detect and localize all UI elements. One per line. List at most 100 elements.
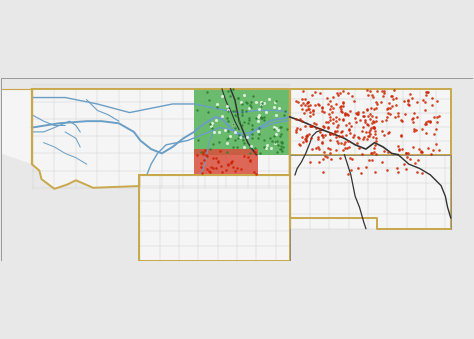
Point (325, 126, 332, 131)
Point (378, 159, 386, 165)
Point (337, 141, 345, 146)
Point (342, 132, 350, 137)
Point (326, 151, 334, 156)
Point (252, 171, 259, 176)
Point (320, 109, 328, 115)
Point (270, 133, 277, 139)
Point (373, 89, 381, 94)
Point (324, 120, 332, 125)
Point (292, 127, 300, 133)
Point (430, 131, 438, 137)
Point (302, 107, 310, 113)
Point (328, 110, 336, 115)
Point (345, 127, 352, 133)
Point (371, 106, 378, 112)
Point (332, 147, 339, 153)
Point (292, 129, 300, 134)
Point (380, 133, 388, 138)
Point (257, 114, 264, 120)
Point (321, 153, 328, 159)
Point (436, 113, 443, 119)
Point (368, 151, 375, 156)
Point (205, 97, 213, 103)
Point (294, 100, 302, 105)
Point (254, 114, 262, 120)
Point (319, 134, 327, 140)
Point (260, 137, 268, 143)
Point (369, 135, 377, 140)
Point (305, 131, 312, 136)
Point (422, 92, 429, 97)
Point (266, 136, 274, 141)
Point (213, 101, 220, 106)
Point (229, 121, 237, 126)
Point (297, 103, 305, 108)
Point (261, 117, 268, 123)
Point (326, 115, 333, 120)
Point (393, 165, 401, 171)
Point (296, 143, 304, 148)
Point (397, 133, 405, 138)
Point (417, 148, 425, 154)
Point (371, 143, 379, 148)
Point (292, 98, 300, 103)
Point (223, 140, 230, 145)
Point (406, 91, 413, 96)
Point (363, 136, 370, 142)
Point (312, 125, 319, 131)
Point (380, 148, 387, 154)
Point (214, 159, 221, 164)
Point (348, 157, 356, 162)
Point (335, 123, 342, 128)
Point (271, 99, 278, 105)
Point (238, 122, 246, 127)
Point (314, 136, 321, 141)
Point (329, 105, 337, 111)
Point (302, 138, 310, 144)
Point (251, 169, 258, 175)
Point (324, 101, 332, 106)
Point (207, 169, 214, 174)
Point (361, 119, 369, 124)
Point (238, 109, 246, 115)
Point (395, 147, 403, 152)
Polygon shape (290, 155, 451, 228)
Point (418, 126, 425, 132)
Point (404, 101, 411, 107)
Point (322, 120, 330, 125)
Point (356, 145, 363, 151)
Point (334, 92, 341, 97)
Point (358, 151, 365, 156)
Point (237, 99, 245, 104)
Point (268, 138, 276, 143)
Point (369, 93, 376, 98)
Point (229, 121, 237, 126)
Point (371, 119, 378, 124)
Point (406, 156, 414, 162)
Point (246, 145, 254, 151)
Point (233, 145, 240, 150)
Point (385, 129, 393, 135)
Point (350, 133, 358, 138)
Point (271, 140, 278, 146)
Point (231, 168, 239, 174)
Point (238, 101, 246, 107)
Point (426, 119, 433, 124)
Point (272, 131, 280, 136)
Point (229, 164, 237, 169)
Point (279, 148, 286, 154)
Point (380, 89, 388, 94)
Point (320, 149, 328, 155)
Point (224, 116, 231, 121)
Point (227, 134, 234, 139)
Point (263, 145, 270, 151)
Point (197, 160, 205, 166)
Point (368, 158, 375, 163)
Point (208, 121, 216, 126)
Point (367, 106, 375, 111)
Point (242, 99, 250, 104)
Point (337, 106, 344, 112)
Point (409, 96, 416, 101)
Point (413, 99, 421, 104)
Point (345, 120, 353, 126)
